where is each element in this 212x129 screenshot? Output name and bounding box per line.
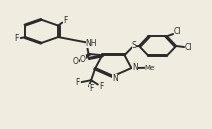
Text: F: F bbox=[99, 82, 104, 91]
Text: Cl: Cl bbox=[174, 27, 181, 36]
Text: O: O bbox=[80, 55, 86, 64]
Text: S: S bbox=[132, 41, 136, 50]
Text: N: N bbox=[132, 63, 138, 72]
Text: F: F bbox=[14, 34, 19, 43]
Text: F: F bbox=[63, 16, 67, 25]
Text: O: O bbox=[73, 58, 79, 66]
Text: N: N bbox=[112, 74, 117, 83]
Text: Me: Me bbox=[145, 65, 155, 71]
Text: F: F bbox=[89, 84, 93, 93]
Text: NH: NH bbox=[86, 39, 97, 48]
Text: Cl: Cl bbox=[185, 43, 192, 51]
Text: F: F bbox=[75, 78, 80, 87]
